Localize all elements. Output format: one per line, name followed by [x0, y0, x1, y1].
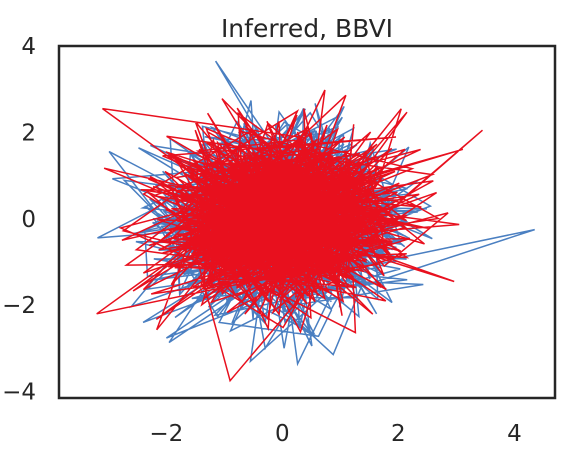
- x-tick-label: 0: [275, 421, 290, 447]
- y-tick-label: −2: [2, 293, 36, 319]
- y-tick-label: 0: [21, 207, 36, 233]
- y-tick-label: 2: [21, 120, 36, 146]
- series-layer: [97, 61, 535, 381]
- x-tick-label: 2: [391, 421, 406, 447]
- y-tick-label: 4: [21, 34, 36, 60]
- x-tick-label: −2: [149, 421, 183, 447]
- x-tick-label: 4: [507, 421, 522, 447]
- y-tick-label: −4: [2, 380, 36, 406]
- x-axis-ticks: −2 0 2 4: [149, 421, 521, 447]
- chart-title: Inferred, BBVI: [221, 14, 393, 43]
- y-axis-ticks: −4 −2 0 2 4: [2, 34, 36, 406]
